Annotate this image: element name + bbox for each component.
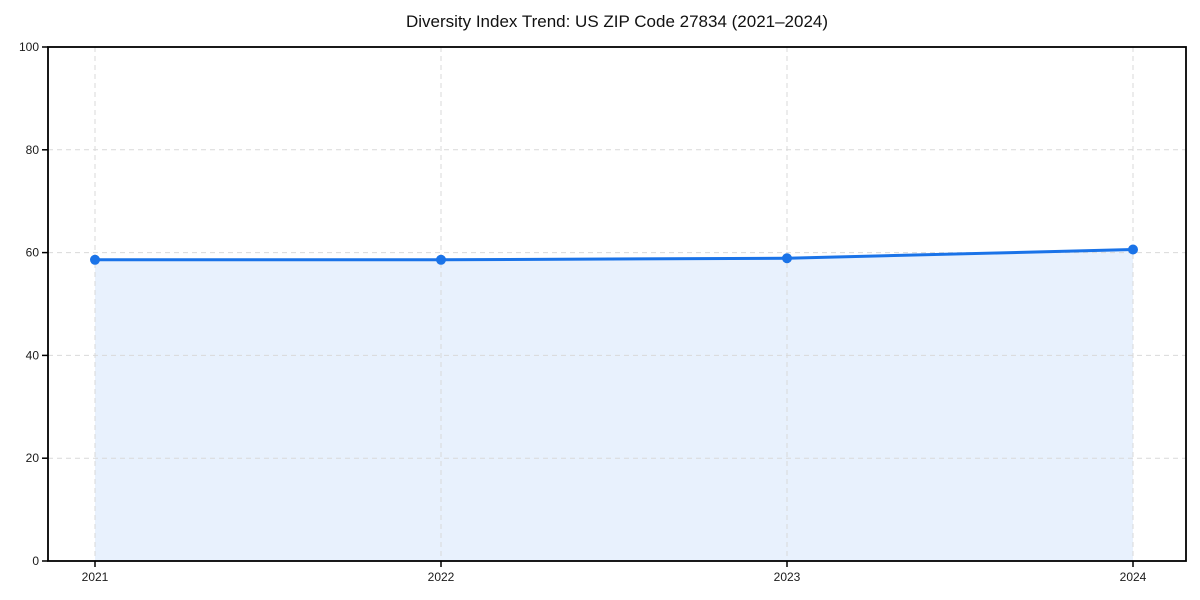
y-axis-tick-label-0: 0 — [32, 554, 39, 568]
trend-line — [93, 248, 1135, 262]
x-axis-tick-label-2021: 2021 — [82, 570, 109, 584]
axes-layer: 0 20 40 60 80 100 2021 2022 2023 2024 — [19, 40, 1187, 584]
y-axis-tick-label-20: 20 — [26, 451, 40, 465]
series-layer — [90, 244, 1138, 265]
data-point-2023 — [782, 253, 792, 264]
y-axis-tick-label-40: 40 — [26, 348, 40, 362]
data-point-2022 — [436, 254, 446, 265]
y-axis-tick-label-80: 80 — [26, 143, 40, 157]
plot-border — [47, 46, 1187, 562]
gridlines-layer — [48, 47, 1186, 561]
chart-title: Diversity Index Trend: US ZIP Code 27834… — [406, 12, 828, 31]
area-fill-layer — [95, 249, 1133, 562]
y-axis-tick-label-60: 60 — [26, 246, 40, 260]
area-fill — [95, 249, 1133, 562]
x-axis-tick-label-2024: 2024 — [1120, 570, 1147, 584]
x-axis-tick-label-2023: 2023 — [774, 570, 801, 584]
data-point-2021 — [90, 254, 100, 265]
x-axis-tick-label-2022: 2022 — [428, 570, 455, 584]
data-point-2024 — [1128, 244, 1138, 255]
y-axis-tick-label-100: 100 — [19, 40, 39, 54]
